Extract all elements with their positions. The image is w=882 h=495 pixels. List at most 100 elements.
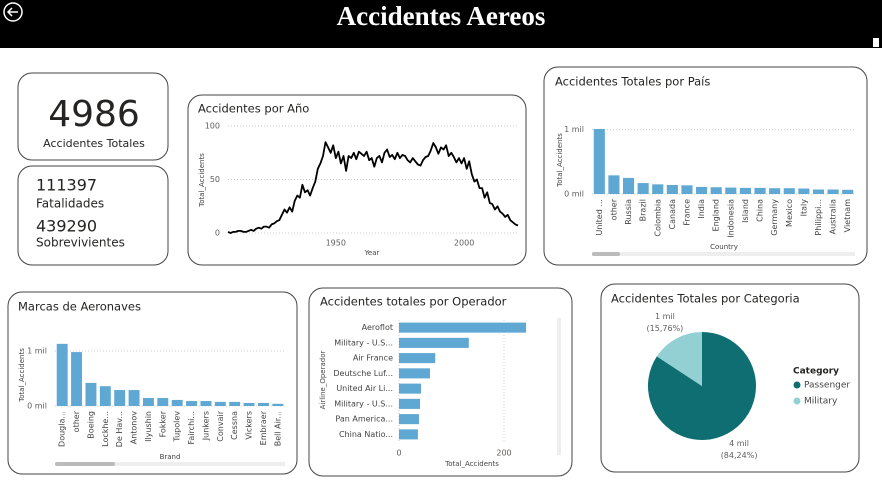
x-tick-label: 2000: [454, 239, 474, 248]
y-tick-label: 50: [210, 175, 220, 184]
bar: [593, 129, 605, 194]
chart-card: [7, 291, 298, 475]
bar: [754, 187, 766, 194]
bar: [399, 353, 436, 364]
kpi-card: [17, 165, 169, 266]
y-tick-label: 0: [215, 229, 220, 238]
kpi-card: [17, 72, 169, 161]
bar: [842, 189, 854, 194]
chart-card: [308, 287, 573, 477]
bar: [637, 183, 649, 194]
scrollbar-track: [592, 252, 855, 256]
kpi-label: Accidentes Totales: [43, 137, 145, 150]
bar: [399, 368, 430, 379]
kpi-value: 111397: [36, 176, 97, 195]
kpi-value: 439290: [36, 217, 97, 236]
x-tick-label: Australia: [829, 199, 838, 234]
bar: [243, 402, 255, 406]
data-label: (15,76%): [647, 324, 684, 333]
x-tick-label: Brazil: [639, 199, 648, 221]
legend-title: Category: [793, 367, 839, 377]
chart-title: Accidentes por Año: [198, 102, 309, 116]
x-tick-label: Ilyushin: [144, 411, 153, 442]
x-tick-label: Boeing: [86, 411, 95, 439]
x-tick-label: 1950: [326, 239, 346, 248]
x-tick-label: Dougla...: [58, 411, 67, 447]
bar: [769, 188, 781, 194]
bar: [128, 390, 140, 406]
bar: [399, 398, 420, 409]
bar: [608, 175, 620, 194]
bar: [739, 187, 751, 194]
chart-title: Accidentes Totales por País: [555, 75, 710, 89]
x-tick-label: Junkers: [201, 411, 210, 441]
x-tick-label: Convair: [216, 410, 225, 441]
x-tick-label: India: [697, 199, 706, 219]
bar: [200, 401, 212, 406]
bar: [666, 184, 678, 194]
x-tick-label: Mexico: [785, 199, 794, 227]
data-label: (84,24%): [721, 451, 758, 460]
legend-label: Military: [804, 397, 838, 407]
x-tick-label: Vickers: [245, 411, 254, 440]
pie-slice: [656, 332, 702, 386]
y-tick-label: Military - U.S...: [334, 399, 393, 408]
x-tick-label: Philippi...: [814, 199, 823, 236]
y-tick-label: Aeroflot: [362, 323, 393, 332]
legend-marker: [793, 397, 801, 405]
x-tick-label: other: [72, 410, 81, 432]
y-tick-label: 100: [205, 122, 220, 131]
y-axis-title: Total_Accidents: [18, 348, 26, 403]
page-title: Accidentes Aereos: [337, 1, 546, 31]
x-tick-label: De Hav...: [115, 411, 124, 447]
x-tick-label: Cessna: [230, 411, 239, 440]
bar: [114, 390, 126, 406]
pie-slice: [647, 332, 756, 440]
y-tick-label: 0 mil: [27, 402, 47, 411]
y-tick-label: Military - U.S...: [334, 338, 393, 347]
line-series: [227, 141, 519, 234]
x-axis-title: Country: [710, 243, 738, 251]
legend-marker: [793, 381, 801, 389]
y-axis-title: Total_Accidents: [556, 133, 564, 188]
bar: [399, 414, 419, 425]
x-tick-label: Fairchi...: [187, 411, 196, 444]
bar: [681, 185, 693, 194]
x-tick-label: other: [609, 198, 618, 220]
bar: [186, 401, 198, 406]
bar: [71, 352, 83, 406]
scrollbar-thumb[interactable]: [55, 462, 115, 466]
x-tick-label: Tupolev: [173, 411, 182, 443]
x-tick-label: Vietnam: [843, 199, 852, 233]
y-tick-label: 1 mil: [564, 125, 584, 134]
kpi-value: 4986: [48, 94, 140, 135]
x-tick-label: Colombia: [653, 199, 662, 237]
bar: [399, 337, 469, 348]
x-tick-label: Bell Air...: [273, 411, 282, 446]
x-tick-label: Fokker: [158, 410, 167, 437]
x-tick-label: France: [682, 199, 691, 226]
y-tick-label: Pan America...: [335, 415, 393, 424]
scrollbar-thumb[interactable]: [592, 252, 620, 256]
y-tick-label: Air France: [353, 354, 393, 363]
bar: [399, 383, 422, 394]
bar: [798, 188, 810, 194]
y-tick-label: China Natio...: [339, 430, 393, 439]
header-bar: [0, 0, 882, 48]
scrollbar-track: [55, 462, 285, 466]
data-label: 4 mil: [729, 439, 749, 448]
legend-label: Passenger: [804, 381, 850, 391]
x-tick-label: England: [712, 199, 721, 231]
bar: [99, 386, 111, 406]
data-label: 1 mil: [655, 312, 675, 321]
bar: [142, 398, 154, 406]
x-tick-label: Antonov: [130, 411, 139, 445]
bar: [696, 186, 708, 194]
x-axis-title: Total_Accidents: [444, 460, 499, 468]
bar: [827, 189, 839, 194]
back-button[interactable]: [3, 2, 23, 22]
kpi-label: Fatalidades: [36, 197, 104, 211]
x-tick-label: Germany: [770, 199, 779, 236]
chart-title: Accidentes totales por Operador: [320, 295, 507, 309]
